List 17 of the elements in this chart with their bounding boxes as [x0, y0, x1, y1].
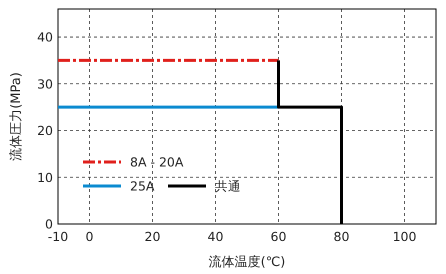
y-axis-title: 流体圧力(MPa) [8, 72, 24, 161]
x-axis-title: 流体温度(℃) [208, 254, 286, 270]
x-tick-label: 100 [392, 229, 416, 244]
x-tick-label: 20 [144, 229, 160, 244]
x-tick-label: 80 [334, 229, 350, 244]
x-tick-label: 0 [86, 229, 94, 244]
y-tick-label: 20 [37, 123, 54, 138]
legend-label: 共通 [215, 178, 241, 194]
legend-label: 25A [130, 178, 155, 194]
x-tick-label: 40 [208, 229, 224, 244]
y-tick-label: 40 [37, 30, 54, 45]
y-tick-label: 30 [37, 76, 54, 92]
y-tick-label: 10 [37, 170, 54, 185]
x-tick-label: 60 [270, 229, 286, 244]
y-tick-label: 0 [45, 216, 54, 232]
x-tick-label: -10 [48, 229, 68, 244]
legend-label: 8A - 20A [130, 154, 184, 170]
